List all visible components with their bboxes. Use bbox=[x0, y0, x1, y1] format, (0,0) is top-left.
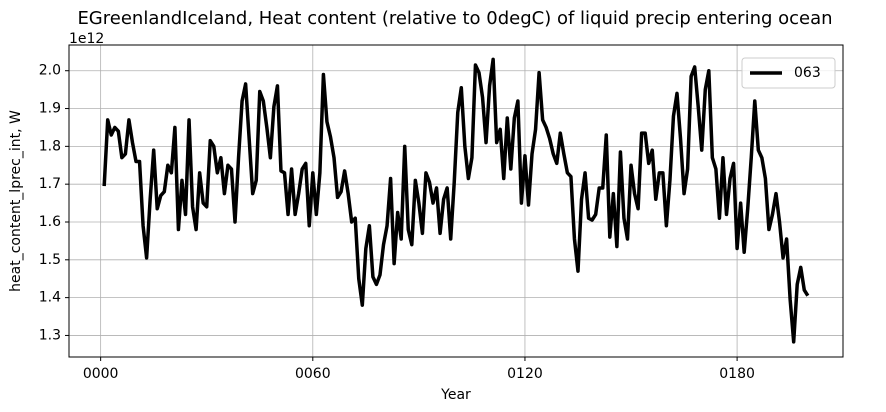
x-tick-label: 0120 bbox=[507, 366, 543, 382]
x-tick-label: 0000 bbox=[83, 366, 119, 382]
y-tick-label: 1.8 bbox=[39, 138, 61, 154]
data-line bbox=[102, 57, 810, 344]
y-axis-label: heat_content_lprec_int, W bbox=[8, 110, 24, 292]
y-tick-label: 1.7 bbox=[39, 176, 61, 192]
x-tick-label: 0180 bbox=[719, 366, 755, 382]
y-tick-label: 1.9 bbox=[39, 101, 61, 117]
chart-title: EGreenlandIceland, Heat content (relativ… bbox=[77, 8, 832, 29]
y-tick-label: 1.4 bbox=[39, 290, 61, 306]
plot-frame bbox=[68, 44, 844, 358]
legend-label: 063 bbox=[794, 65, 821, 81]
legend-box bbox=[741, 57, 836, 89]
y-tick-label: 1.3 bbox=[39, 327, 61, 343]
y-tick-label: 1.5 bbox=[39, 252, 61, 268]
y-tick-label: 2.0 bbox=[39, 63, 61, 79]
y-tick-label: 1.6 bbox=[39, 214, 61, 230]
x-axis-label: Year bbox=[440, 387, 471, 403]
y-offset-label: 1e12 bbox=[69, 31, 104, 47]
x-tick-label: 0060 bbox=[295, 366, 331, 382]
